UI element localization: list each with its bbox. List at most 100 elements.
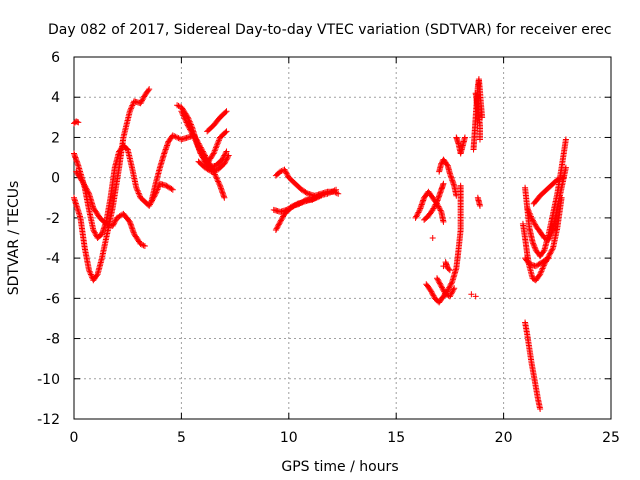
data-point [182, 116, 189, 123]
data-point [91, 228, 98, 235]
data-point [439, 285, 446, 292]
data-point [279, 214, 286, 221]
data-point [181, 115, 188, 122]
data-point [185, 123, 192, 130]
data-point [562, 164, 569, 171]
data-point [222, 151, 229, 158]
data-point [223, 148, 230, 155]
data-point [558, 194, 565, 201]
data-point [180, 113, 187, 120]
data-point [416, 208, 423, 215]
data-point [168, 185, 175, 192]
data-point [82, 184, 89, 191]
data-point [526, 209, 533, 216]
data-point [87, 270, 94, 277]
data-point [135, 189, 142, 196]
data-point [476, 202, 483, 209]
data-point [109, 222, 116, 229]
data-point [548, 247, 555, 254]
data-point [223, 128, 230, 135]
data-point [210, 150, 217, 157]
y-tick-label: -4 [46, 251, 60, 267]
data-point [546, 234, 553, 241]
data-point [186, 126, 193, 133]
data-point [545, 255, 552, 262]
data-point [129, 102, 136, 109]
data-point [433, 200, 440, 207]
data-point [428, 288, 435, 295]
data-point [412, 214, 419, 221]
data-point [540, 264, 547, 271]
data-point [538, 268, 545, 275]
data-point [431, 202, 438, 209]
data-point [303, 189, 310, 196]
data-point [275, 221, 282, 228]
data-point [301, 197, 308, 204]
data-point [541, 235, 548, 241]
data-point [274, 224, 281, 231]
data-point [449, 289, 456, 296]
data-point [128, 103, 135, 110]
y-tick-label: 0 [51, 171, 60, 187]
data-point [137, 100, 144, 107]
data-point [430, 205, 437, 212]
data-point [193, 140, 200, 147]
data-point [189, 130, 196, 137]
data-point [123, 145, 130, 152]
data-point [330, 188, 337, 195]
x-tick-label: 0 [70, 430, 79, 446]
data-point [133, 184, 140, 191]
data-point [194, 143, 201, 150]
data-point [531, 243, 538, 250]
data-point [531, 244, 538, 251]
data-point [283, 170, 290, 177]
y-tick-label: 6 [51, 50, 60, 66]
plot-border [73, 56, 612, 420]
data-point [147, 200, 154, 207]
data-point [74, 118, 81, 125]
data-point [445, 285, 452, 292]
data-point [180, 112, 187, 119]
data-point [278, 216, 285, 223]
y-axis-label: SDTVAR / TECUs [6, 181, 22, 296]
data-point [75, 119, 82, 126]
data-point [446, 283, 453, 290]
data-point [531, 220, 538, 227]
data-point [537, 269, 544, 276]
data-point [146, 86, 153, 93]
data-point [79, 178, 86, 185]
data-point [84, 188, 91, 195]
data-point [327, 189, 334, 196]
data-point [537, 405, 544, 412]
data-point [184, 122, 191, 129]
data-point [188, 129, 195, 136]
data-point [175, 135, 182, 142]
data-point [215, 137, 222, 144]
data-point [195, 144, 202, 151]
data-point [209, 151, 216, 158]
data-point [429, 206, 436, 213]
data-point [191, 134, 198, 141]
data-point [169, 132, 176, 139]
data-point [211, 147, 218, 154]
data-point [277, 217, 284, 224]
data-point [441, 288, 448, 295]
data-point [440, 263, 447, 270]
data-point [461, 134, 468, 141]
data-point [127, 106, 134, 113]
data-point [139, 97, 146, 104]
data-point [90, 226, 97, 233]
data-point [111, 218, 118, 225]
x-tick-label: 5 [177, 430, 186, 446]
data-point [528, 214, 535, 221]
data-point [215, 178, 222, 185]
data-point [134, 187, 141, 194]
x-tick-label: 15 [387, 430, 405, 446]
data-point [146, 202, 153, 209]
data-point [440, 218, 447, 225]
data-point [280, 213, 287, 220]
data-point [413, 212, 420, 219]
data-point [413, 213, 420, 220]
data-point [179, 111, 186, 118]
data-point [189, 131, 196, 138]
